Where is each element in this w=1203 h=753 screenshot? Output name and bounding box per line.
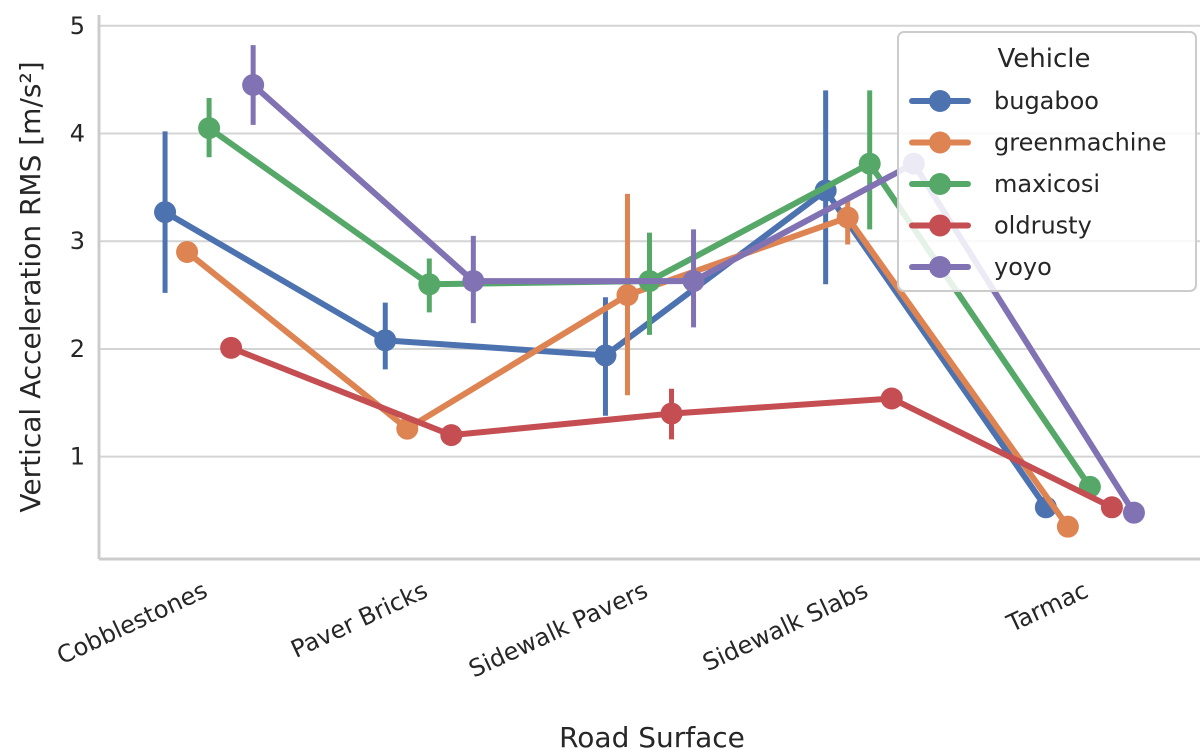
data-point [1122,501,1145,524]
y-tick-label: 1 [70,443,85,471]
series-bugaboo [154,90,1057,519]
axes [97,15,1200,561]
legend-entry: maxicosi [994,170,1100,198]
data-point [154,201,177,224]
x-tick-label: Sidewalk Slabs [698,576,872,677]
legend-marker [929,131,951,154]
legend-entry: greenmachine [994,129,1166,157]
x-tick-label: Tarmac [1002,576,1093,638]
legend: Vehicle bugaboo greenmachine maxicosi oldru… [897,31,1197,292]
data-point [660,402,683,425]
data-point [616,284,639,307]
y-tick-label: 5 [70,12,85,40]
legend-marker [929,173,951,195]
y-tick-label: 4 [70,119,85,147]
series-oldrusty [220,336,1123,519]
y-tick-label: 2 [70,335,85,363]
data-point [682,270,705,293]
data-point [418,273,441,296]
data-point [242,74,265,97]
series-greenmachine [176,193,1079,538]
data-point [220,336,243,359]
data-point [836,206,859,229]
y-tick-label: 3 [70,227,85,255]
data-point [198,117,221,140]
x-tick-labels: Cobblestones Paver Bricks Sidewalk Pavers S… [53,576,1093,683]
legend-frame [897,31,1197,292]
x-tick-label: Paver Bricks [287,576,432,664]
data-point [1100,496,1123,519]
legend-entry: yoyo [994,253,1052,281]
legend-title: Vehicle [998,44,1091,74]
legend-marker [929,90,951,112]
legend-entry: oldrusty [994,212,1092,240]
data-point [858,152,881,175]
legend-marker [929,214,951,237]
x-tick-label: Cobblestones [53,576,212,670]
data-point [374,329,397,352]
data-point [1056,515,1079,538]
data-point [440,424,463,447]
data-point [396,417,419,440]
data-point [594,344,617,367]
data-point [176,240,199,263]
y-tick-labels: 1 2 3 4 5 [70,12,85,471]
y-axis-label: Vertical Acceleration RMS [m/s²] [14,61,47,512]
legend-marker [929,256,951,278]
x-axis-label: Road Surface [559,721,745,753]
x-tick-label: Sidewalk Pavers [464,576,652,683]
data-point [462,270,485,293]
legend-entry: bugaboo [994,87,1099,115]
data-point [880,387,903,410]
